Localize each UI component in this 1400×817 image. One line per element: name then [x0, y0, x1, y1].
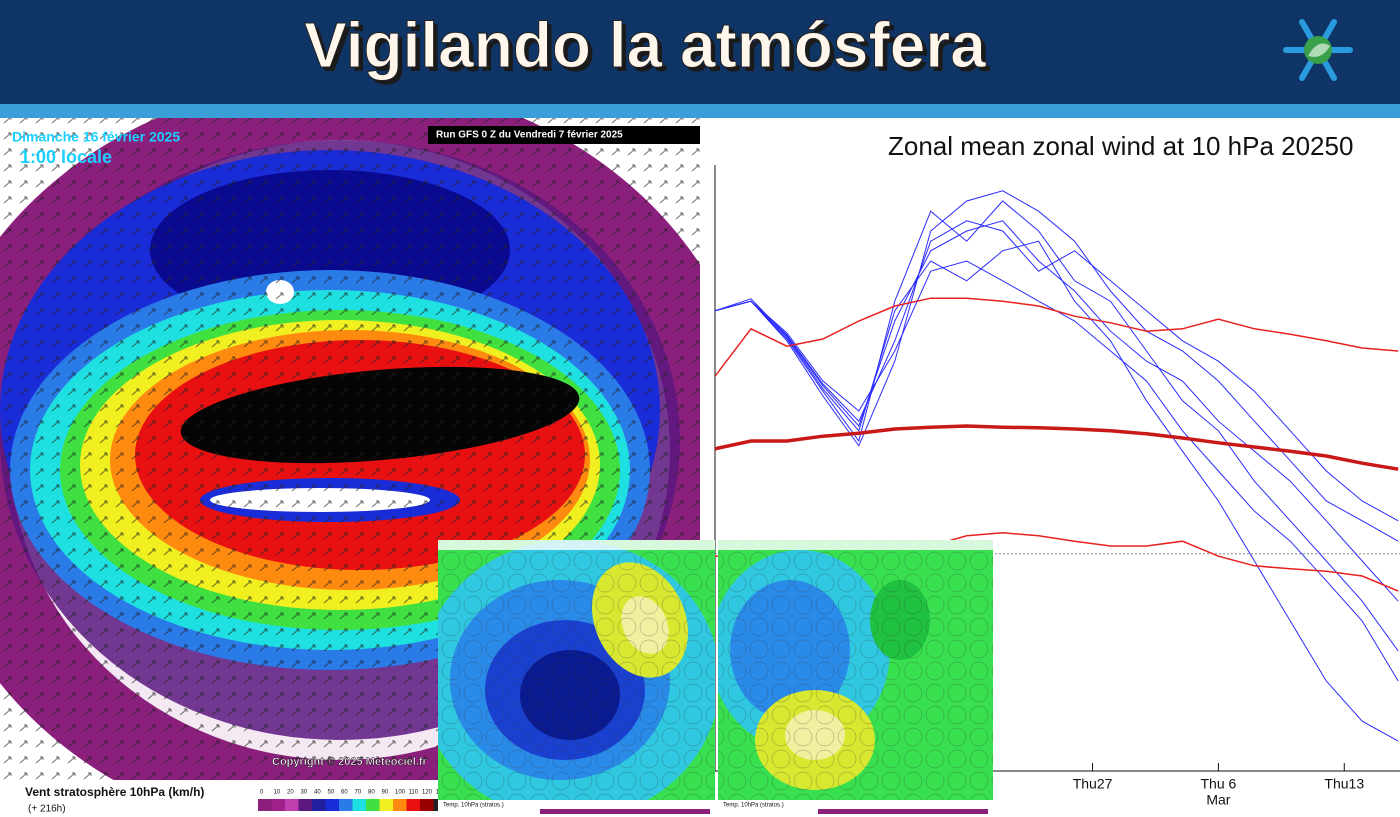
colorbar-swatch: [379, 799, 393, 811]
colorbar-swatch: [325, 799, 339, 811]
x-tick-label: Thu 6: [1201, 776, 1237, 792]
run-label: Run GFS 0 Z du Vendredi 7 février 2025: [436, 130, 623, 141]
small-map-1: [438, 540, 715, 817]
colorbar-label: 0: [260, 790, 264, 796]
colorbar-swatch: [298, 799, 312, 811]
colorbar-label: 80: [368, 790, 375, 796]
colorbar-swatch: [258, 799, 272, 811]
series-line: [715, 220, 1399, 522]
x-tick-label: Thu27: [1073, 776, 1113, 792]
snowflake-logo: [1283, 19, 1353, 81]
colorbar-label: 10: [274, 790, 281, 796]
copyright: Copyright © 2025 Meteociel.fr: [272, 756, 428, 768]
colorbar-swatch: [406, 799, 420, 811]
colorbar-label: 30: [301, 790, 308, 796]
colorbar: 0 10 20 30 40 50 60 70 80 90 100 110 120 1: [258, 790, 447, 811]
colorbar-swatch: [420, 799, 434, 811]
series-line: [715, 190, 1399, 542]
colorbar-label: 120: [422, 790, 433, 796]
small-map-legend: Temp. 10hPa (stratos.): [443, 803, 504, 809]
legend-title: Vent stratosphère 10hPa (km/h): [25, 785, 204, 799]
colorbar-label: 90: [382, 790, 389, 796]
series-line: [715, 220, 1399, 602]
header-bar: [0, 0, 1400, 104]
small-map-2: [718, 540, 993, 817]
page-title: Vigilando la atmósfera: [304, 9, 986, 81]
colorbar-swatch: [285, 799, 299, 811]
map-date: Dimanche 16 février 2025: [12, 129, 180, 145]
colorbar-label: 50: [328, 790, 335, 796]
series-line: [715, 297, 1399, 377]
forecast-step: (+ 216h): [28, 804, 66, 815]
colorbar-swatch: [393, 799, 407, 811]
colorbar-swatch: [352, 799, 366, 811]
title-shadow: Vigilando la atmósfera: [308, 13, 990, 85]
chart-title: Zonal mean zonal wind at 10 hPa 20250: [888, 131, 1353, 161]
map-time: 1:00 locale: [20, 147, 112, 167]
colorbar-label: 110: [409, 790, 419, 796]
colorbar-label: 60: [341, 790, 348, 796]
series-line: [715, 240, 1399, 742]
small-colorbar: [818, 809, 988, 814]
colorbar-swatch: [312, 799, 326, 811]
colorbar-swatch: [339, 799, 353, 811]
chart: Zonal mean zonal wind at 10 hPa 20250 Th…: [714, 131, 1400, 808]
small-map-legend: Temp. 10hPa (stratos.): [723, 803, 784, 809]
small-colorbar: [540, 809, 710, 814]
colorbar-label: 70: [355, 790, 362, 796]
colorbar-label: 100: [395, 790, 406, 796]
colorbar-label: 40: [314, 790, 321, 796]
series-line: [715, 200, 1399, 652]
colorbar-label: 1: [436, 790, 440, 796]
x-tick-label: Thu13: [1324, 776, 1364, 792]
colorbar-label: 20: [287, 790, 294, 796]
colorbar-swatch: [366, 799, 380, 811]
colorbar-swatch: [271, 799, 285, 811]
x-sublabel: Mar: [1206, 792, 1230, 808]
plot-area: [715, 190, 1400, 742]
series-line: [715, 424, 1399, 471]
header-strip: [0, 104, 1400, 118]
run-box: [428, 126, 700, 144]
